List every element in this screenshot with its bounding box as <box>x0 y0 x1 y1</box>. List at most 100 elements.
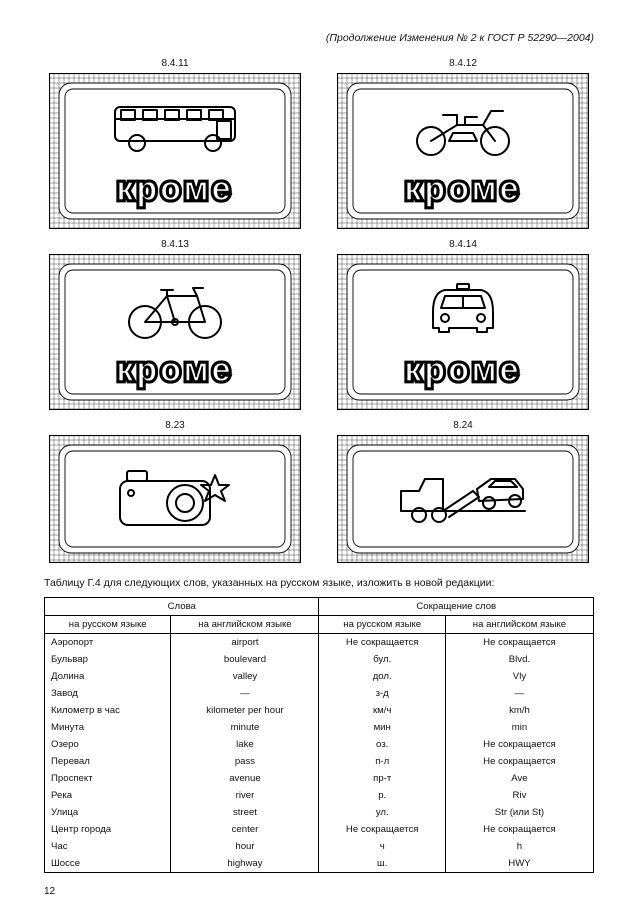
table-cell: ш. <box>319 855 445 873</box>
table-cell: Озеро <box>45 736 171 753</box>
sign-block: 8.24 <box>332 420 594 563</box>
table-row: Часhourчh <box>45 838 594 855</box>
svg-text:кроме: кроме <box>116 351 233 389</box>
table-body: АэропортairportНе сокращаетсяНе сокращае… <box>45 634 594 873</box>
table-cell: Центр города <box>45 821 171 838</box>
table-cell: Не сокращается <box>445 821 593 838</box>
table-cell: Аэропорт <box>45 634 171 652</box>
svg-text:кроме: кроме <box>404 170 521 208</box>
table-cell: min <box>445 719 593 736</box>
th-ru-word: на русском языке <box>45 616 171 634</box>
table-cell: — <box>445 685 593 702</box>
table-cell: Не сокращается <box>319 634 445 652</box>
sign-bus-icon: кромекроме <box>49 73 301 229</box>
sign-towtruck-icon <box>337 435 589 563</box>
table-cell: kilometer per hour <box>171 702 319 719</box>
table-cell: п-л <box>319 753 445 770</box>
table-cell: h <box>445 838 593 855</box>
table-cell: boulevard <box>171 651 319 668</box>
table-cell: street <box>171 804 319 821</box>
table-cell: дол. <box>319 668 445 685</box>
page-number: 12 <box>44 886 55 897</box>
table-cell: Завод <box>45 685 171 702</box>
table-cell: бул. <box>319 651 445 668</box>
table-cell: center <box>171 821 319 838</box>
table-row: Рекаriverр.Riv <box>45 787 594 804</box>
table-cell: оз. <box>319 736 445 753</box>
table-row: Минутаminuteминmin <box>45 719 594 736</box>
table-row: Завод—з-д— <box>45 685 594 702</box>
table-row: Проспектavenueпр-тAve <box>45 770 594 787</box>
table-cell: Str (или St) <box>445 804 593 821</box>
table-cell: Долина <box>45 668 171 685</box>
table-cell: мин <box>319 719 445 736</box>
table-cell: р. <box>319 787 445 804</box>
table-row: Километр в часkilometer per hourкм/чkm/h <box>45 702 594 719</box>
page-header: (Продолжение Изменения № 2 к ГОСТ Р 5229… <box>44 32 594 44</box>
sign-label: 8.4.13 <box>161 239 189 250</box>
table-cell: avenue <box>171 770 319 787</box>
table-cell: км/ч <box>319 702 445 719</box>
sign-block: 8.23 <box>44 420 306 563</box>
table-cell: Река <box>45 787 171 804</box>
table-cell: airport <box>171 634 319 652</box>
table-row: Улицаstreetул.Str (или St) <box>45 804 594 821</box>
table-cell: ч <box>319 838 445 855</box>
sign-moto-icon: кромекроме <box>337 73 589 229</box>
table-intro: Таблицу Г.4 для следующих слов, указанны… <box>44 577 594 589</box>
table-cell: Час <box>45 838 171 855</box>
sign-camera-icon <box>49 435 301 563</box>
th-ru-abbr: на русском языке <box>319 616 445 634</box>
svg-text:кроме: кроме <box>404 351 521 389</box>
table-cell: Не сокращается <box>445 634 593 652</box>
table-cell: highway <box>171 855 319 873</box>
table-cell: hour <box>171 838 319 855</box>
table-cell: Blvd. <box>445 651 593 668</box>
table-cell: Проспект <box>45 770 171 787</box>
sign-label: 8.4.11 <box>161 58 188 69</box>
th-en-word: на английском языке <box>171 616 319 634</box>
table-cell: minute <box>171 719 319 736</box>
sign-car-icon: кромекроме <box>337 254 589 410</box>
sign-label: 8.23 <box>165 420 184 431</box>
table-row: Озероlakeоз.Не сокращается <box>45 736 594 753</box>
table-cell: valley <box>171 668 319 685</box>
signs-grid: 8.4.11кромекроме8.4.12кромекроме8.4.13кр… <box>44 58 594 563</box>
sign-label: 8.4.14 <box>449 239 477 250</box>
table-cell: HWY <box>445 855 593 873</box>
table-cell: Бульвар <box>45 651 171 668</box>
table-cell: Vly <box>445 668 593 685</box>
table-cell: Шоссе <box>45 855 171 873</box>
svg-text:кроме: кроме <box>116 170 233 208</box>
table-cell: lake <box>171 736 319 753</box>
table-cell: — <box>171 685 319 702</box>
table-row: АэропортairportНе сокращаетсяНе сокращае… <box>45 634 594 652</box>
sign-label: 8.24 <box>453 420 472 431</box>
table-cell: Ave <box>445 770 593 787</box>
table-cell: Не сокращается <box>319 821 445 838</box>
sign-bike-icon: кромекроме <box>49 254 301 410</box>
th-abbrev: Сокращение слов <box>319 598 594 616</box>
table-cell: Не сокращается <box>445 753 593 770</box>
table-cell: ул. <box>319 804 445 821</box>
table-row: Шоссеhighwayш.HWY <box>45 855 594 873</box>
table-cell: Не сокращается <box>445 736 593 753</box>
sign-block: 8.4.11 кромекроме <box>44 58 306 229</box>
sign-block: 8.4.13 кромекроме <box>44 239 306 410</box>
table-row: Перевалpassп-лНе сокращается <box>45 753 594 770</box>
sign-block: 8.4.14 кромекроме <box>332 239 594 410</box>
table-cell: пр-т <box>319 770 445 787</box>
sign-label: 8.4.12 <box>449 58 477 69</box>
table-row: Долинаvalleyдол.Vly <box>45 668 594 685</box>
abbreviation-table: Слова Сокращение слов на русском языке н… <box>44 597 594 873</box>
table-cell: з-д <box>319 685 445 702</box>
table-cell: pass <box>171 753 319 770</box>
th-en-abbr: на английском языке <box>445 616 593 634</box>
table-cell: Улица <box>45 804 171 821</box>
table-cell: Перевал <box>45 753 171 770</box>
table-cell: km/h <box>445 702 593 719</box>
table-cell: river <box>171 787 319 804</box>
table-row: Центр городаcenterНе сокращаетсяНе сокра… <box>45 821 594 838</box>
table-cell: Riv <box>445 787 593 804</box>
table-row: Бульварboulevardбул.Blvd. <box>45 651 594 668</box>
